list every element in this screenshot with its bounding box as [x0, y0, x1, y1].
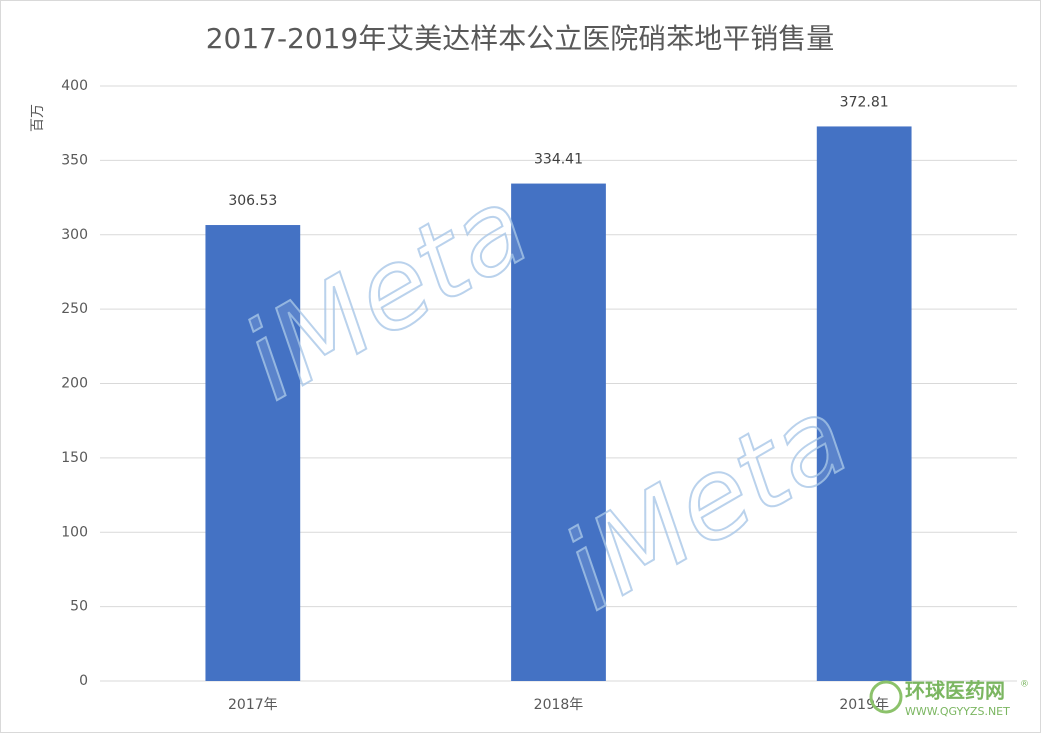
y-tick-label: 400 [61, 78, 88, 94]
y-tick-label: 100 [61, 524, 88, 540]
logo-name: 环球医药网 [905, 679, 1005, 703]
data-label: 334.41 [534, 152, 583, 168]
y-tick-label: 0 [79, 673, 88, 689]
x-tick-label: 2018年 [534, 697, 584, 713]
data-label: 372.81 [840, 94, 889, 110]
chart-title: 2017-2019年艾美达样本公立医院硝苯地平销售量 [206, 22, 835, 55]
y-tick-label: 200 [61, 376, 88, 392]
y-tick-label: 250 [61, 301, 88, 317]
logo-url: WWW.QGYYZS.NET [905, 705, 1010, 718]
y-tick-label: 150 [61, 450, 88, 466]
logo-icon [869, 680, 903, 714]
logo-mark: ® [1020, 680, 1029, 690]
bar [816, 126, 912, 681]
y-tick-label: 50 [70, 599, 88, 615]
x-tick-label: 2017年 [228, 697, 278, 713]
bar [205, 225, 301, 681]
bar [511, 183, 606, 681]
y-tick-label: 300 [61, 227, 88, 243]
y-axis-label: 百万 [30, 104, 46, 132]
y-tick-label: 350 [61, 152, 88, 168]
data-label: 306.53 [228, 193, 277, 209]
